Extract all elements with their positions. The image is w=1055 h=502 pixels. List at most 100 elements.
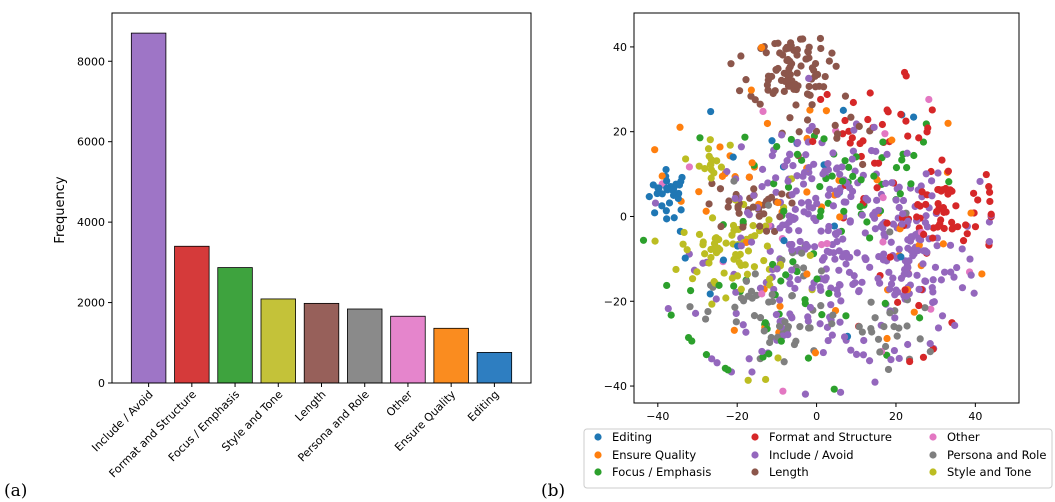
point-length — [804, 47, 812, 55]
legend-item-persona-and-role: Persona and Role — [929, 448, 1046, 462]
x-tick-label: −40 — [646, 410, 669, 423]
point-style-and-tone — [688, 275, 697, 283]
point-include-avoid — [941, 268, 949, 276]
point-include-avoid — [783, 157, 791, 165]
point-format-and-structure — [883, 106, 891, 114]
point-include-avoid — [849, 147, 858, 155]
point-format-and-structure — [849, 98, 857, 107]
point-length — [708, 179, 716, 188]
point-include-avoid — [776, 224, 784, 232]
point-include-avoid — [928, 192, 936, 200]
point-style-and-tone — [707, 174, 715, 182]
point-persona-and-role — [686, 303, 694, 311]
point-editing — [675, 181, 684, 189]
point-include-avoid — [834, 228, 843, 236]
point-include-avoid — [892, 196, 900, 204]
point-style-and-tone — [712, 234, 720, 242]
point-style-and-tone — [701, 164, 709, 173]
point-format-and-structure — [823, 90, 831, 99]
point-include-avoid — [885, 268, 893, 276]
point-ensure-quality — [888, 136, 896, 144]
point-include-avoid — [784, 331, 792, 339]
point-focus-emphasis — [838, 177, 847, 185]
point-include-avoid — [922, 170, 930, 178]
point-editing — [663, 186, 672, 194]
point-length — [806, 91, 814, 99]
point-length — [788, 199, 796, 207]
point-include-avoid — [934, 169, 942, 177]
point-include-avoid — [809, 204, 817, 212]
point-length — [737, 52, 745, 60]
y-tick-label: 4000 — [77, 216, 105, 229]
point-include-avoid — [651, 199, 660, 207]
point-persona-and-role — [790, 340, 799, 349]
point-length — [764, 195, 773, 203]
point-format-and-structure — [952, 202, 960, 210]
point-format-and-structure — [902, 72, 910, 80]
point-focus-emphasis — [881, 299, 889, 307]
point-ensure-quality — [730, 326, 738, 334]
point-include-avoid — [827, 301, 835, 309]
point-editing — [670, 214, 678, 222]
point-persona-and-role — [730, 177, 738, 185]
point-ensure-quality — [747, 86, 755, 94]
point-focus-emphasis — [879, 138, 887, 146]
point-focus-emphasis — [818, 311, 826, 319]
point-editing — [830, 222, 839, 230]
point-focus-emphasis — [715, 281, 723, 289]
y-axis-ticks: 0 2000 4000 6000 8000 — [77, 55, 112, 390]
point-length — [780, 87, 788, 95]
point-format-and-structure — [915, 134, 923, 142]
point-persona-and-role — [784, 323, 792, 331]
x-tick-label: Format and Structure — [107, 388, 200, 481]
point-include-avoid — [869, 211, 877, 219]
point-focus-emphasis — [724, 366, 732, 374]
point-include-avoid — [882, 179, 890, 188]
point-focus-emphasis — [907, 180, 915, 188]
point-style-and-tone — [730, 255, 738, 263]
point-ensure-quality — [718, 172, 727, 180]
point-include-avoid — [934, 324, 943, 332]
point-ensure-quality — [910, 308, 918, 316]
legend-marker — [751, 468, 759, 476]
legend-label: Focus / Emphasis — [612, 465, 711, 479]
point-focus-emphasis — [813, 275, 821, 283]
point-persona-and-role — [871, 314, 879, 322]
point-include-avoid — [862, 194, 870, 202]
y-tick-label: 40 — [613, 41, 627, 54]
x-tick-label: Other — [384, 388, 416, 420]
point-include-avoid — [953, 263, 961, 272]
point-format-and-structure — [904, 132, 912, 140]
bar-other — [390, 315, 426, 384]
point-length — [797, 62, 805, 70]
point-length — [783, 43, 791, 51]
bar-include-avoid — [130, 32, 167, 384]
point-include-avoid — [785, 212, 793, 220]
point-include-avoid — [795, 227, 803, 235]
point-include-avoid — [951, 321, 959, 330]
point-persona-and-role — [886, 228, 894, 236]
point-focus-emphasis — [770, 180, 778, 188]
point-focus-emphasis — [639, 236, 648, 244]
point-other — [823, 239, 831, 248]
point-include-avoid — [970, 289, 978, 297]
legend-label: Other — [947, 430, 980, 444]
point-persona-and-role — [756, 314, 765, 322]
point-format-and-structure — [883, 219, 891, 227]
point-other — [879, 194, 887, 202]
legend-item-other: Other — [929, 430, 980, 444]
point-include-avoid — [889, 274, 897, 282]
point-focus-emphasis — [849, 172, 857, 181]
point-length — [841, 92, 850, 100]
point-focus-emphasis — [841, 157, 849, 165]
point-persona-and-role — [886, 309, 894, 317]
point-include-avoid — [810, 160, 818, 168]
point-length — [725, 197, 733, 205]
x-tick-label: Editing — [465, 388, 501, 424]
point-include-avoid — [861, 229, 869, 237]
point-include-avoid — [708, 355, 716, 363]
point-focus-emphasis — [702, 351, 711, 359]
point-include-avoid — [823, 247, 831, 255]
point-persona-and-role — [855, 323, 863, 331]
point-style-and-tone — [707, 253, 715, 262]
